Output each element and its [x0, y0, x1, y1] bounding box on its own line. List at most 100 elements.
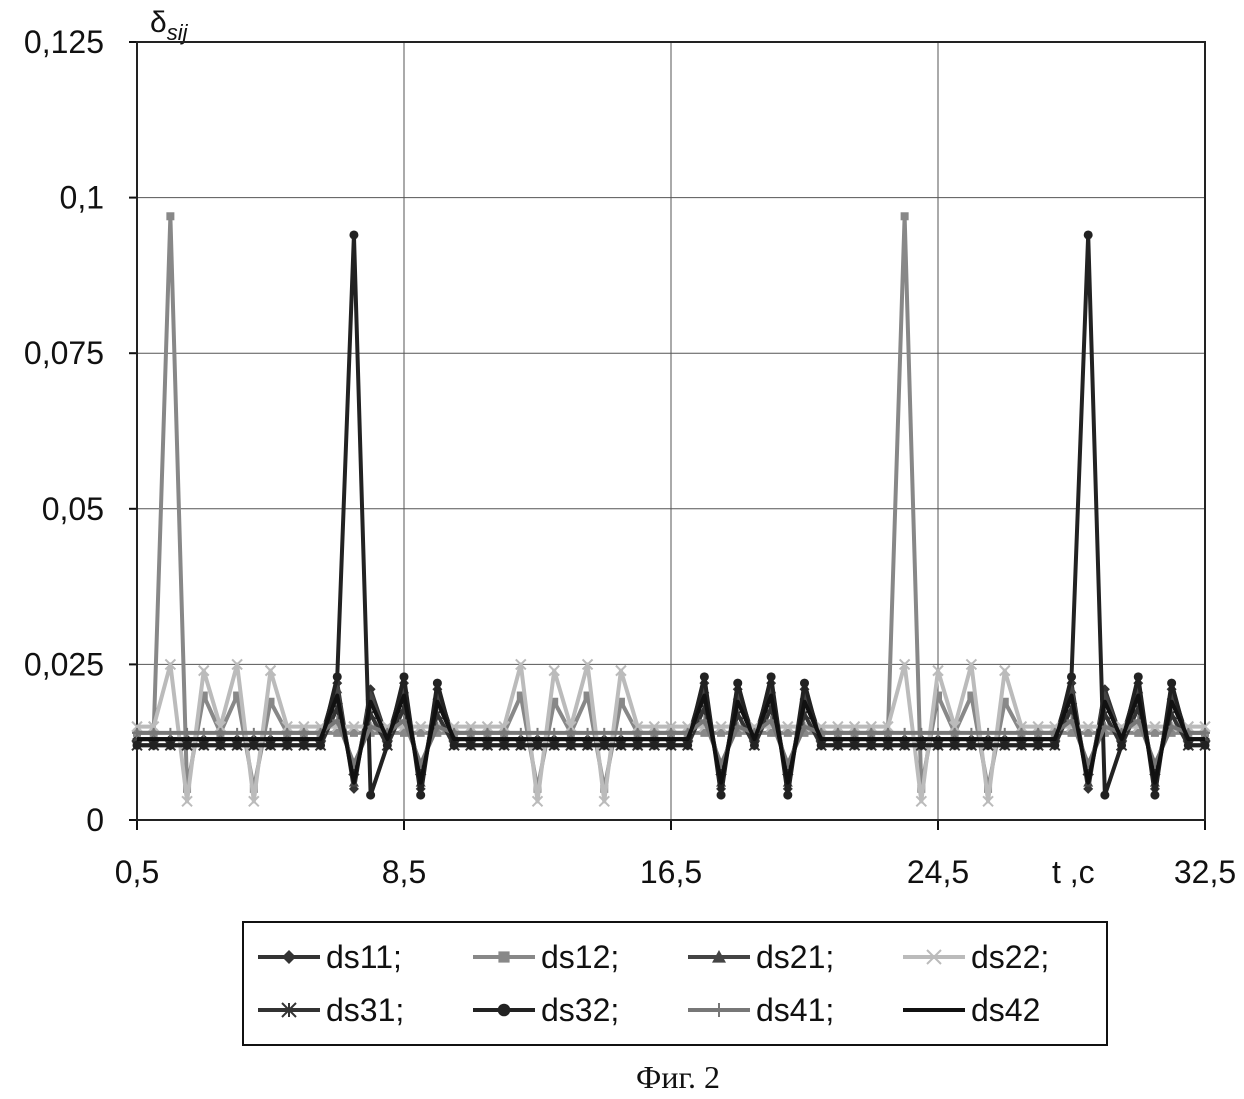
marker-circle	[149, 741, 158, 750]
marker-circle	[1084, 230, 1093, 239]
marker-circle	[416, 791, 425, 800]
caption: Фиг. 2	[636, 1059, 720, 1094]
marker-circle	[817, 741, 826, 750]
legend-label: ds12;	[541, 939, 619, 975]
marker-circle	[516, 741, 525, 750]
marker-plus	[516, 728, 526, 738]
marker-square	[166, 212, 174, 220]
y-tick-label: 0,025	[24, 646, 104, 682]
legend-label: ds22;	[971, 939, 1049, 975]
marker-circle	[266, 741, 275, 750]
marker-circle	[316, 741, 325, 750]
marker-plus	[933, 728, 943, 738]
marker-circle	[667, 741, 676, 750]
marker-circle	[1100, 791, 1109, 800]
marker-plus	[533, 728, 543, 738]
marker-circle	[498, 1004, 511, 1017]
marker-circle	[1117, 741, 1126, 750]
marker-plus	[249, 728, 259, 738]
x-tick-label: 16,5	[640, 854, 702, 890]
legend-label: ds41;	[756, 992, 834, 1028]
marker-plus	[900, 728, 910, 738]
y-axis-label-main: δ	[150, 6, 167, 39]
marker-circle	[900, 741, 909, 750]
marker-plus	[165, 728, 175, 738]
marker-circle	[917, 741, 926, 750]
y-tick-label: 0	[86, 802, 104, 838]
marker-circle	[1067, 672, 1076, 681]
marker-circle	[216, 741, 225, 750]
marker-circle	[1050, 741, 1059, 750]
marker-circle	[600, 741, 609, 750]
marker-circle	[733, 679, 742, 688]
x-axis-label: t ,c	[1052, 854, 1095, 890]
marker-circle	[783, 791, 792, 800]
marker-circle	[249, 741, 258, 750]
marker-plus	[199, 728, 209, 738]
marker-circle	[850, 741, 859, 750]
marker-circle	[633, 741, 642, 750]
marker-circle	[383, 741, 392, 750]
x-tick-label: 32,5	[1174, 854, 1236, 890]
marker-circle	[283, 741, 292, 750]
marker-circle	[199, 741, 208, 750]
marker-circle	[466, 741, 475, 750]
legend-label: ds21;	[756, 939, 834, 975]
marker-circle	[349, 230, 358, 239]
marker-circle	[1134, 672, 1143, 681]
marker-circle	[583, 741, 592, 750]
marker-circle	[1167, 679, 1176, 688]
y-axis-label: δsij	[150, 6, 189, 45]
marker-circle	[1184, 741, 1193, 750]
marker-circle	[333, 672, 342, 681]
marker-circle	[616, 741, 625, 750]
marker-circle	[183, 741, 192, 750]
marker-circle	[650, 741, 659, 750]
marker-plus	[712, 1003, 726, 1017]
marker-circle	[967, 741, 976, 750]
marker-circle	[366, 791, 375, 800]
marker-plus	[583, 728, 593, 738]
chart: δsij t ,c Фиг. 2 0 0,025 0,05 0,075 0,1 0,125…	[0, 0, 1244, 1094]
marker-circle	[1000, 741, 1009, 750]
x-tick-label: 24,5	[907, 854, 969, 890]
marker-plus	[232, 728, 242, 738]
page: δsij t ,c Фиг. 2 0 0,025 0,05 0,075 0,1 0,125…	[0, 0, 1244, 1099]
marker-square	[901, 212, 909, 220]
marker-circle	[750, 741, 759, 750]
y-tick-label: 0,05	[42, 491, 104, 527]
marker-circle	[566, 741, 575, 750]
grid: 0 0,025 0,05 0,075 0,1 0,125 0,5 8,5 16,5 24,5 32,…	[24, 24, 1236, 890]
marker-circle	[166, 741, 175, 750]
marker-circle	[133, 741, 142, 750]
x-tick-label: 8,5	[382, 854, 426, 890]
y-tick-label: 0,125	[24, 24, 104, 60]
marker-circle	[500, 741, 509, 750]
marker-circle	[1201, 741, 1210, 750]
marker-plus	[983, 728, 993, 738]
marker-plus	[966, 728, 976, 738]
legend-label: ds31;	[326, 992, 404, 1028]
marker-circle	[550, 741, 559, 750]
marker-circle	[767, 672, 776, 681]
marker-circle	[483, 741, 492, 750]
marker-circle	[833, 741, 842, 750]
marker-diamond	[282, 950, 296, 964]
marker-circle	[299, 741, 308, 750]
marker-circle	[1150, 791, 1159, 800]
marker-circle	[934, 741, 943, 750]
marker-circle	[800, 679, 809, 688]
y-tick-label: 0,1	[60, 180, 104, 216]
legend-label: ds42	[971, 992, 1040, 1028]
y-tick-label: 0,075	[24, 335, 104, 371]
marker-circle	[400, 672, 409, 681]
marker-circle	[950, 741, 959, 750]
x-tick-label: 0,5	[115, 854, 159, 890]
marker-circle	[700, 672, 709, 681]
legend-label: ds11;	[326, 939, 402, 975]
marker-circle	[1034, 741, 1043, 750]
marker-plus	[599, 728, 609, 738]
marker-circle	[233, 741, 242, 750]
marker-circle	[433, 679, 442, 688]
marker-circle	[883, 741, 892, 750]
